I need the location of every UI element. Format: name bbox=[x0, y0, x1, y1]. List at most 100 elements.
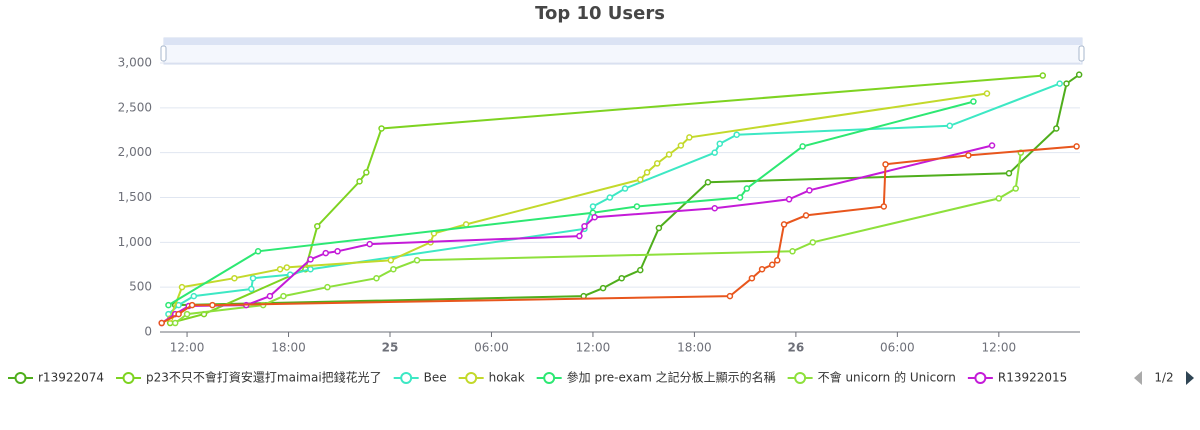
x-tick-label: 18:00 bbox=[271, 341, 306, 355]
data-point bbox=[183, 310, 191, 318]
data-point bbox=[314, 222, 321, 230]
zoom-handle-left[interactable] bbox=[160, 45, 167, 62]
data-point bbox=[988, 142, 996, 149]
data-point bbox=[736, 194, 744, 201]
data-point bbox=[965, 152, 972, 159]
data-point bbox=[780, 221, 788, 228]
data-point bbox=[618, 274, 625, 282]
data-point bbox=[175, 310, 182, 318]
data-point bbox=[231, 274, 238, 282]
legend-item[interactable]: r13922074 bbox=[8, 371, 104, 385]
data-point bbox=[726, 292, 734, 300]
y-tick-label: 500 bbox=[129, 280, 152, 294]
data-point bbox=[621, 185, 629, 192]
series-line bbox=[167, 100, 974, 306]
y-tick-label: 3,000 bbox=[118, 56, 152, 70]
legend-item[interactable]: Bee bbox=[393, 371, 447, 385]
data-point bbox=[806, 187, 813, 194]
data-point bbox=[733, 131, 740, 138]
zoom-bar[interactable] bbox=[164, 38, 1082, 45]
data-point bbox=[1063, 80, 1070, 87]
data-point bbox=[266, 292, 274, 300]
data-point bbox=[589, 203, 597, 210]
data-point bbox=[209, 301, 216, 309]
data-point bbox=[789, 248, 796, 255]
data-point bbox=[643, 169, 651, 176]
pager-label: 1/2 bbox=[1154, 371, 1173, 385]
y-tick-label: 2,500 bbox=[118, 100, 152, 114]
data-point bbox=[254, 248, 262, 255]
data-point bbox=[785, 196, 793, 203]
data-point bbox=[276, 265, 284, 273]
data-point bbox=[1005, 170, 1013, 177]
x-tick-label: 18:00 bbox=[677, 341, 712, 355]
legend-item[interactable]: 參加 pre-exam 之記分板上顯示的名稱 bbox=[536, 370, 776, 385]
legend-label: 參加 pre-exam 之記分板上顯示的名稱 bbox=[567, 370, 776, 385]
data-point bbox=[653, 160, 661, 167]
legend-marker bbox=[974, 372, 987, 384]
data-point bbox=[322, 249, 329, 257]
data-point bbox=[1039, 72, 1047, 79]
data-point bbox=[324, 283, 331, 291]
data-point bbox=[188, 301, 196, 309]
data-point bbox=[599, 284, 607, 292]
data-point bbox=[1056, 80, 1063, 87]
data-point bbox=[880, 203, 888, 210]
data-point bbox=[809, 239, 817, 246]
legend-pager[interactable]: 1/2 bbox=[1134, 371, 1194, 386]
y-tick-label: 1,000 bbox=[118, 235, 152, 249]
data-point bbox=[1053, 125, 1060, 132]
legend-item[interactable]: hokak bbox=[458, 371, 525, 385]
legend-marker bbox=[543, 372, 556, 384]
legend-label: hokak bbox=[489, 371, 525, 385]
data-point bbox=[637, 266, 644, 274]
legend-marker bbox=[794, 372, 807, 384]
data-point bbox=[768, 261, 776, 268]
data-point bbox=[363, 169, 370, 176]
data-point bbox=[716, 140, 724, 147]
data-point bbox=[249, 274, 257, 282]
legend-label: r13922074 bbox=[38, 371, 104, 385]
data-point bbox=[743, 185, 751, 192]
legend-item[interactable]: R13922015 bbox=[967, 371, 1067, 385]
legend-marker bbox=[400, 372, 413, 384]
data-point bbox=[686, 134, 693, 141]
data-point bbox=[390, 265, 397, 273]
data-point bbox=[283, 264, 291, 271]
data-zoom[interactable] bbox=[160, 37, 1085, 65]
legend-marker bbox=[14, 372, 27, 384]
data-point bbox=[387, 257, 395, 264]
data-point bbox=[190, 292, 198, 300]
data-point bbox=[280, 292, 287, 300]
legend-label: R13922015 bbox=[998, 371, 1067, 385]
data-point bbox=[307, 256, 314, 263]
series-line bbox=[169, 74, 1043, 324]
data-point bbox=[581, 222, 588, 230]
legend-item[interactable]: p23不只不會打資安還打maimai把錢花光了 bbox=[116, 370, 382, 385]
chart-title: Top 10 Users bbox=[535, 3, 665, 24]
data-point bbox=[378, 125, 385, 132]
data-point bbox=[413, 257, 421, 264]
data-point bbox=[799, 143, 806, 150]
data-point bbox=[665, 151, 673, 158]
data-point bbox=[576, 232, 583, 240]
data-point bbox=[1012, 185, 1019, 192]
data-point bbox=[606, 194, 614, 201]
pager-prev bbox=[1134, 371, 1142, 385]
data-point bbox=[758, 265, 766, 273]
data-point bbox=[248, 285, 255, 293]
x-tick-label: 12:00 bbox=[170, 341, 205, 355]
legend-label: Bee bbox=[424, 371, 447, 385]
data-point bbox=[711, 205, 718, 212]
data-point bbox=[704, 179, 712, 186]
x-tick-label: 06:00 bbox=[880, 341, 915, 355]
series-line bbox=[169, 92, 988, 319]
data-point bbox=[307, 265, 314, 273]
data-point bbox=[633, 203, 641, 210]
zoom-handle-right[interactable] bbox=[1078, 45, 1085, 62]
legend-item[interactable]: 不會 unicorn 的 Unicorn bbox=[787, 370, 956, 385]
x-tick-label: 12:00 bbox=[576, 341, 611, 355]
data-point bbox=[1075, 71, 1083, 78]
data-point bbox=[748, 274, 756, 282]
